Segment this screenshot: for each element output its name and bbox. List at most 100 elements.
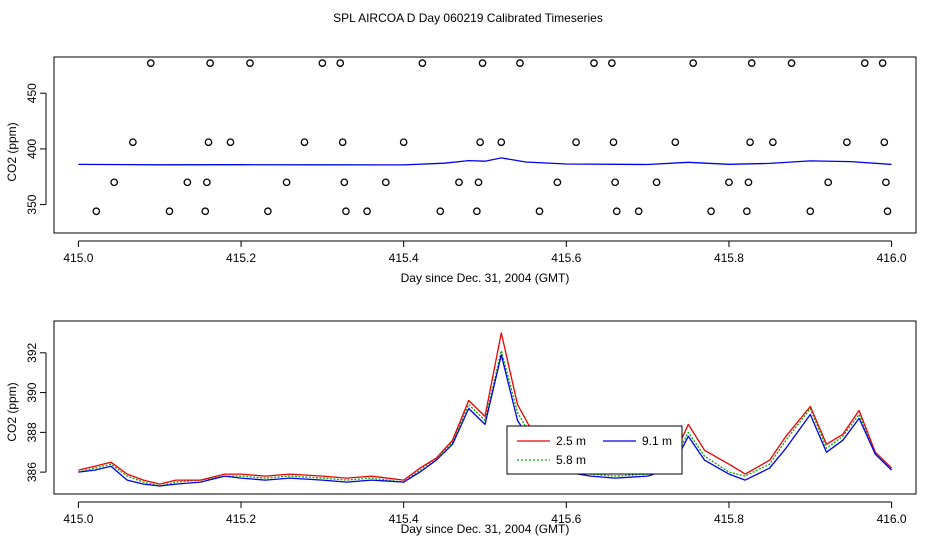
- lower-x-tick-label: 415.4: [389, 512, 419, 526]
- scatter-point: [110, 178, 119, 187]
- scatter-point: [612, 207, 621, 216]
- scatter-point: [282, 178, 291, 187]
- scatter-point: [843, 138, 851, 147]
- scatter-point: [883, 207, 892, 216]
- scatter-point: [92, 207, 101, 216]
- scatter-point: [746, 138, 754, 147]
- scatter-point: [226, 138, 235, 147]
- upper-x-tick-label: 416.0: [877, 251, 907, 265]
- lower-y-tick-label: 386: [25, 462, 39, 482]
- scatter-point: [206, 59, 214, 67]
- scatter-point: [436, 207, 445, 216]
- scatter-point: [455, 178, 463, 187]
- upper-x-axis: 415.0 415.2 415.4 415.6 415.8 416.0: [63, 240, 907, 265]
- scatter-point: [246, 59, 254, 67]
- lower-x-tick-label: 415.8: [714, 512, 744, 526]
- series-line-9-1-m: [78, 354, 893, 487]
- scatter-point: [203, 178, 211, 187]
- scatter-point: [476, 138, 484, 147]
- lower-x-tick-label: 415.0: [63, 512, 93, 526]
- lower-y-tick-label: 390: [25, 382, 39, 402]
- scatter-point: [707, 207, 715, 216]
- scatter-point: [611, 178, 619, 187]
- lower-x-axis-label: Day since Dec. 31, 2004 (GMT): [401, 522, 570, 536]
- scatter-point: [478, 59, 487, 67]
- scatter-point: [747, 59, 756, 67]
- scatter-point: [473, 207, 481, 216]
- scatter-point: [340, 178, 349, 187]
- scatter-point: [338, 138, 347, 147]
- legend-label-5-8m: 5.8 m: [556, 453, 586, 467]
- upper-x-axis-label: Day since Dec. 31, 2004 (GMT): [401, 271, 570, 285]
- legend: 2.5 m 9.1 m 5.8 m: [506, 425, 683, 475]
- upper-scatter-series: [92, 59, 892, 216]
- scatter-point: [516, 59, 524, 67]
- series-line-2-5-m: [78, 332, 893, 485]
- scatter-point: [652, 178, 661, 187]
- upper-x-tick-label: 415.6: [551, 251, 581, 265]
- scatter-point: [882, 178, 890, 187]
- scatter-point: [300, 138, 309, 147]
- scatter-point: [572, 138, 580, 147]
- scatter-point: [363, 207, 371, 216]
- scatter-point: [381, 178, 390, 187]
- scatter-point: [165, 207, 174, 216]
- upper-y-axis: 350 400 450: [25, 83, 47, 215]
- scatter-point: [204, 138, 213, 147]
- scatter-point: [342, 207, 350, 216]
- lower-y-tick-label: 392: [25, 342, 39, 362]
- upper-y-tick-label: 350: [25, 194, 39, 214]
- lower-y-axis-label: CO2 (ppm): [5, 382, 19, 441]
- scatter-point: [497, 138, 506, 147]
- scatter-point: [806, 207, 815, 216]
- legend-label-9-1m: 9.1 m: [642, 434, 672, 448]
- scatter-point: [744, 178, 753, 187]
- legend-box: [506, 425, 683, 475]
- lower-x-axis: 415.0 415.2 415.4 415.6 415.8 416.0: [63, 501, 907, 526]
- scatter-point: [553, 178, 562, 187]
- scatter-point: [725, 178, 733, 187]
- scatter-point: [318, 59, 327, 67]
- scatter-point: [769, 138, 777, 147]
- scatter-point: [634, 207, 643, 216]
- upper-co2-line: [78, 157, 892, 166]
- figure-title: SPL AIRCOA D Day 060219 Calibrated Times…: [333, 11, 603, 25]
- scatter-point: [201, 207, 210, 216]
- scatter-point: [609, 138, 618, 147]
- scatter-point: [743, 207, 751, 216]
- lower-panel: 415.0 415.2 415.4 415.6 415.8 416.0 386 388 390…: [5, 320, 917, 536]
- scatter-point: [878, 59, 887, 67]
- upper-x-tick-label: 415.2: [226, 251, 256, 265]
- scatter-point: [535, 207, 544, 216]
- lower-plot-frame: [53, 320, 917, 495]
- scatter-point: [824, 178, 833, 187]
- upper-y-tick-label: 400: [25, 139, 39, 159]
- scatter-point: [689, 59, 698, 67]
- scatter-point: [608, 59, 616, 67]
- legend-label-2-5m: 2.5 m: [556, 434, 586, 448]
- scatter-point: [474, 178, 483, 187]
- scatter-point: [183, 178, 192, 187]
- scatter-point: [418, 59, 427, 67]
- scatter-point: [146, 59, 155, 67]
- upper-panel: 415.0 415.2 415.4 415.6 415.8 416.0 350 400 450…: [5, 56, 917, 285]
- upper-y-axis-label: CO2 (ppm): [5, 122, 19, 181]
- upper-x-tick-label: 415.8: [714, 251, 744, 265]
- scatter-point: [787, 59, 796, 67]
- lower-y-tick-label: 388: [25, 422, 39, 442]
- lower-x-tick-label: 415.6: [551, 512, 581, 526]
- upper-x-tick-label: 415.0: [63, 251, 93, 265]
- lower-x-tick-label: 416.0: [877, 512, 907, 526]
- upper-plot-frame: [53, 56, 917, 234]
- lower-x-tick-label: 415.2: [226, 512, 256, 526]
- scatter-point: [264, 207, 272, 216]
- lower-y-axis: 386 388 390 392: [25, 342, 47, 482]
- upper-line-series: [78, 157, 892, 166]
- scatter-point: [880, 138, 889, 147]
- scatter-point: [590, 59, 598, 67]
- scatter-point: [129, 138, 137, 147]
- scatter-point: [399, 138, 408, 147]
- upper-x-tick-label: 415.4: [389, 251, 419, 265]
- scatter-point: [860, 59, 869, 67]
